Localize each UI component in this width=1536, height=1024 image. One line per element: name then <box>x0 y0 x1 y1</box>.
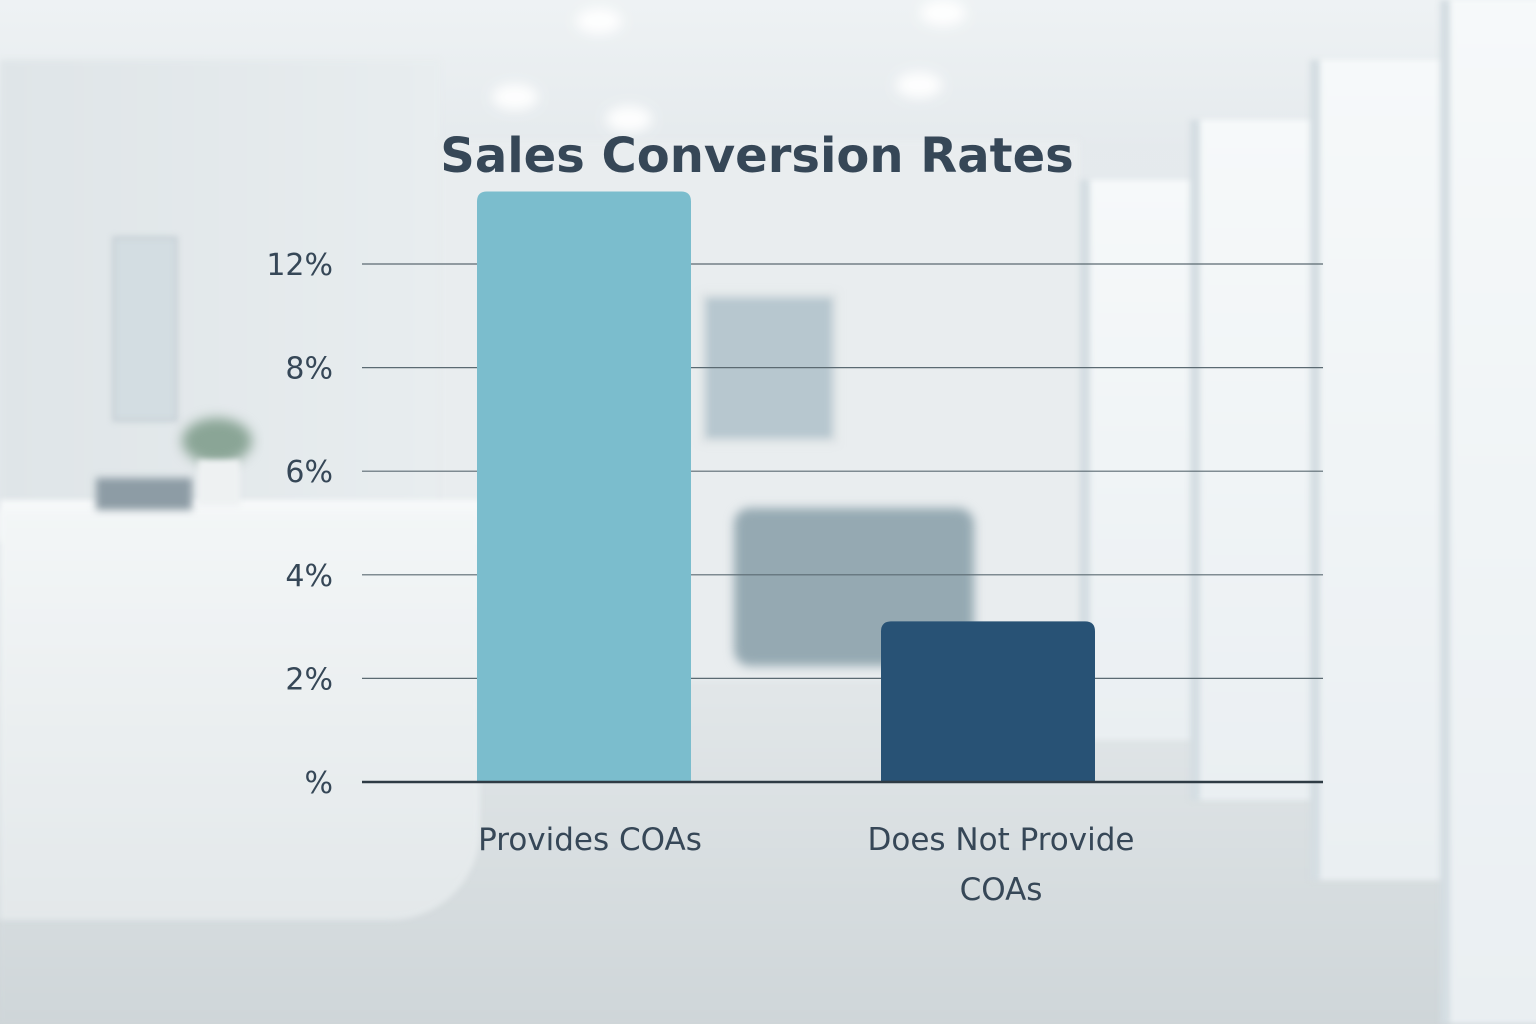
y-tick-label: 8% <box>285 352 333 387</box>
y-tick-label: 12% <box>266 248 333 283</box>
chart-title: Sales Conversion Rates <box>440 128 1073 184</box>
y-axis-tick-labels: % 2% 4% 6% 8% 12% <box>266 248 333 801</box>
x-category-label: Does Not Provide COAs <box>868 822 1135 908</box>
x-category-label: Provides COAs <box>478 822 702 858</box>
bar <box>881 621 1095 782</box>
y-tick-label: 4% <box>285 559 333 594</box>
bar <box>477 191 691 783</box>
y-tick-label: 2% <box>285 662 333 697</box>
bars <box>477 191 1095 783</box>
x-axis-category-labels: Provides COAs Does Not Provide COAs <box>478 822 1134 908</box>
y-tick-label: % <box>304 766 333 801</box>
y-tick-label: 6% <box>285 455 333 490</box>
